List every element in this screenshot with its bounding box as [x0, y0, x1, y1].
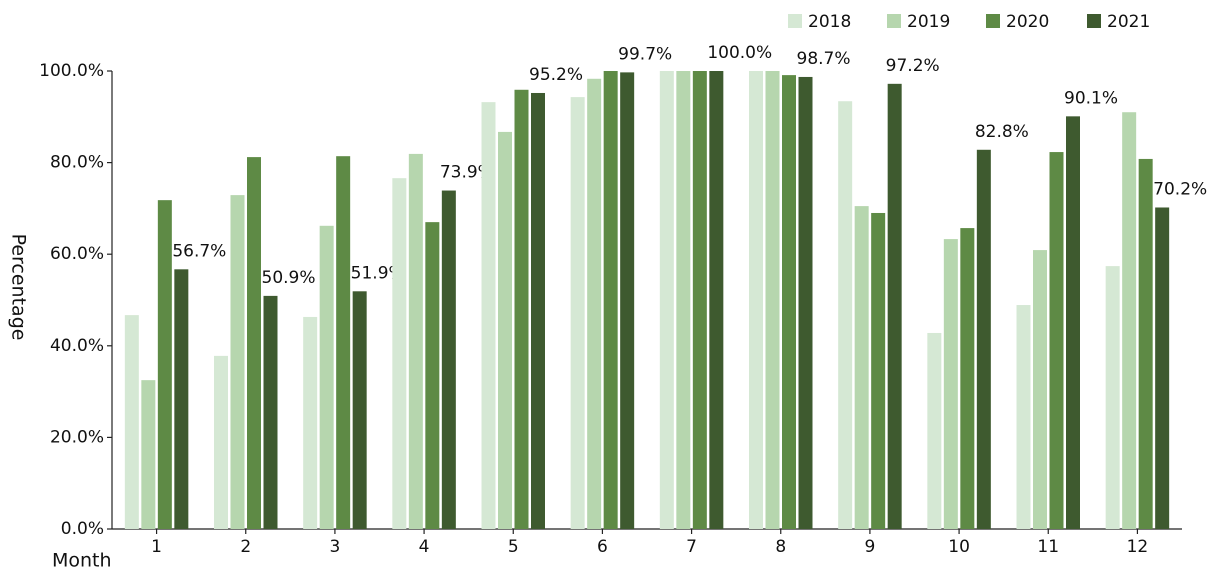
data-label: 73.9% — [440, 163, 494, 183]
y-tick-label: 80.0% — [50, 153, 104, 173]
legend-label: 2018 — [808, 12, 851, 32]
x-tick-label: 6 — [597, 537, 608, 557]
bar — [1049, 152, 1064, 530]
bar — [782, 75, 796, 529]
x-tick-label: 11 — [1037, 537, 1059, 557]
y-tick-label: 60.0% — [50, 244, 104, 264]
bar — [749, 71, 763, 529]
x-tick-label: 2 — [240, 537, 251, 557]
bar — [303, 316, 318, 529]
bar — [498, 131, 512, 529]
bar — [709, 71, 724, 529]
bar — [425, 222, 440, 529]
x-tick-label: 9 — [865, 537, 876, 557]
bar — [441, 190, 456, 529]
data-label: 99.7% — [618, 44, 672, 64]
bar — [1033, 250, 1047, 529]
x-tick-label: 4 — [419, 537, 430, 557]
bar — [481, 102, 496, 530]
bar — [976, 149, 991, 529]
legend-label: 2019 — [907, 12, 950, 32]
bar — [319, 225, 334, 529]
y-axis-label: Percentage — [8, 234, 30, 341]
bar — [230, 195, 245, 530]
x-tick-label: 10 — [948, 537, 970, 557]
bar — [124, 315, 139, 529]
bar — [692, 71, 707, 529]
bar — [659, 71, 674, 529]
data-label: 97.2% — [886, 56, 940, 76]
legend-swatch — [887, 14, 901, 28]
data-label: 98.7% — [797, 49, 851, 69]
bar — [603, 71, 618, 529]
bar — [854, 206, 869, 530]
y-tick-label: 100.0% — [39, 61, 104, 81]
bar — [887, 83, 902, 529]
bar — [214, 355, 228, 529]
x-tick-label: 8 — [775, 537, 786, 557]
bar — [1138, 158, 1153, 529]
x-tick-label: 3 — [330, 537, 341, 557]
bar — [392, 178, 407, 529]
data-label: 100.0% — [707, 43, 772, 63]
legend-label: 2020 — [1006, 12, 1049, 32]
bar — [960, 228, 975, 529]
bar — [620, 72, 635, 530]
bar — [943, 239, 958, 529]
bar — [871, 212, 886, 530]
bar — [514, 89, 529, 529]
x-tick-label: 12 — [1127, 537, 1149, 557]
data-label: 51.9% — [351, 263, 405, 283]
legend-label: 2021 — [1107, 12, 1150, 32]
bar — [1122, 112, 1137, 529]
x-tick-label: 5 — [508, 537, 519, 557]
bar — [174, 269, 189, 529]
data-label: 90.1% — [1064, 88, 1118, 108]
bar — [263, 295, 278, 529]
bar — [247, 157, 261, 529]
bar — [157, 200, 172, 529]
bar — [676, 71, 691, 529]
bar — [570, 97, 585, 529]
x-tick-label: 7 — [686, 537, 697, 557]
data-label: 50.9% — [262, 268, 316, 288]
data-label: 95.2% — [529, 65, 583, 85]
bar — [838, 101, 853, 529]
bar — [587, 78, 602, 529]
bar — [927, 332, 942, 529]
bar — [531, 92, 545, 529]
data-label: 82.8% — [975, 122, 1029, 142]
bar — [141, 380, 156, 529]
y-tick-label: 40.0% — [50, 336, 104, 356]
legend-swatch — [788, 14, 802, 28]
x-axis-label: Month — [52, 550, 112, 571]
bar — [1105, 266, 1120, 529]
data-label: 70.2% — [1153, 179, 1207, 199]
bar — [798, 76, 813, 529]
bar — [765, 71, 780, 529]
x-tick-label: 1 — [151, 537, 162, 557]
bar — [352, 291, 367, 529]
legend-swatch — [986, 14, 1000, 28]
bar — [336, 156, 351, 530]
legend-swatch — [1087, 14, 1101, 28]
y-tick-label: 0.0% — [61, 519, 104, 539]
bar — [1016, 305, 1031, 529]
bar — [1066, 116, 1080, 529]
bar — [408, 153, 423, 529]
bar — [1155, 207, 1170, 529]
y-tick-label: 20.0% — [50, 427, 104, 447]
data-label: 56.7% — [172, 241, 226, 261]
